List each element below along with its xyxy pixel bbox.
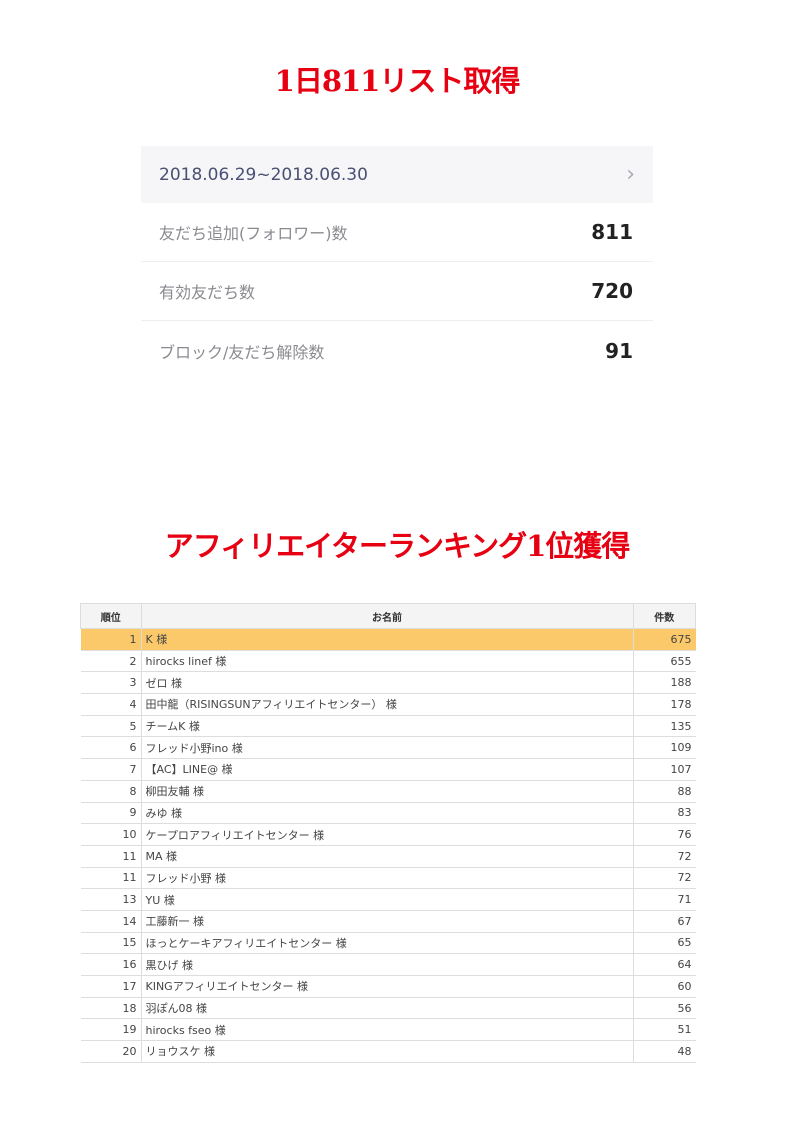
count-cell: 107 [632, 758, 696, 781]
table-row: 16 黒ひげ 様 64 [80, 953, 696, 976]
count-cell: 109 [632, 736, 696, 760]
rank-cell: 7 [80, 758, 141, 781]
table-row: 3 ゼロ 様 188 [80, 671, 696, 695]
date-range: 2018.06.29~2018.06.30 [159, 164, 368, 185]
table-row: 17 KINGアフィリエイトセンター 様 60 [80, 975, 696, 998]
rank-cell: 13 [80, 888, 141, 911]
name-cell: チームK 様 [140, 715, 633, 738]
name-cell: MA 様 [140, 845, 633, 868]
heading-list-acquired: 1日811リスト取得 [274, 64, 521, 98]
name-cell: 黒ひげ 様 [140, 953, 633, 976]
count-cell: 72 [632, 867, 696, 890]
rank-cell: 3 [80, 671, 141, 695]
name-cell: ゼロ 様 [140, 671, 633, 695]
table-row: 13 YU 様 71 [80, 888, 696, 911]
count-cell: 67 [632, 910, 696, 933]
rank-cell: 14 [80, 910, 141, 933]
stat-row: ブロック/友だち解除数 91 [141, 321, 653, 380]
name-cell: リョウスケ 様 [140, 1040, 633, 1063]
table-row: 7 【AC】LINE@ 様 107 [80, 758, 696, 781]
rank-cell: 20 [80, 1040, 141, 1063]
table-row: 15 ほっとケーキアフィリエイトセンター 様 65 [80, 932, 696, 955]
name-cell: 田中龍（RISINGSUNアフィリエイトセンター） 様 [140, 693, 633, 716]
stat-value: 811 [591, 220, 633, 244]
table-row: 8 柳田友輔 様 88 [80, 780, 696, 803]
count-cell: 178 [632, 693, 696, 716]
count-cell: 76 [632, 823, 696, 846]
name-cell: 【AC】LINE@ 様 [140, 758, 633, 781]
name-cell: 柳田友輔 様 [140, 780, 633, 803]
table-row: 6 フレッド小野ino 様 109 [80, 736, 696, 760]
rank-cell: 10 [80, 823, 141, 846]
stat-row: 友だち追加(フォロワー)数 811 [141, 203, 653, 262]
rank-cell: 8 [80, 780, 141, 803]
table-row: 11 フレッド小野 様 72 [80, 867, 696, 890]
chevron-right-icon: › [626, 162, 635, 187]
name-cell: 工藤新一 様 [140, 910, 633, 933]
rank-cell: 15 [80, 932, 141, 955]
count-cell: 60 [632, 975, 696, 998]
count-cell: 48 [632, 1040, 696, 1063]
heading-ranking: アフィリエイターランキング1位獲得 [164, 529, 631, 563]
stat-value: 720 [591, 279, 633, 303]
count-cell: 88 [632, 780, 696, 803]
name-cell: YU 様 [140, 888, 633, 911]
rank-cell: 1 [80, 628, 141, 651]
rank-cell: 6 [80, 736, 141, 760]
count-cell: 675 [632, 628, 696, 651]
rank-cell: 11 [80, 867, 141, 890]
table-row: 9 みゆ 様 83 [80, 802, 696, 825]
stat-label: 友だち追加(フォロワー)数 [159, 224, 348, 243]
count-cell: 51 [632, 1018, 696, 1042]
rank-cell: 9 [80, 802, 141, 825]
rank-cell: 18 [80, 997, 141, 1020]
table-row: 11 MA 様 72 [80, 845, 696, 868]
table-row: 4 田中龍（RISINGSUNアフィリエイトセンター） 様 178 [80, 693, 696, 716]
name-cell: ほっとケーキアフィリエイトセンター 様 [140, 932, 633, 955]
table-row: 5 チームK 様 135 [80, 715, 696, 738]
stat-value: 91 [605, 338, 633, 363]
stat-label: 有効友だち数 [159, 283, 256, 302]
name-cell: hirocks fseo 様 [140, 1018, 633, 1042]
stats-panel: 2018.06.29~2018.06.30 › 友だち追加(フォロワー)数 811… [141, 146, 653, 380]
count-cell: 135 [632, 715, 696, 738]
count-cell: 72 [632, 845, 696, 868]
count-cell: 56 [632, 997, 696, 1020]
rank-cell: 4 [80, 693, 141, 716]
count-cell: 188 [632, 671, 696, 695]
table-row: 18 羽ぽん08 様 56 [80, 997, 696, 1020]
count-cell: 64 [632, 953, 696, 976]
rank-cell: 2 [80, 650, 141, 673]
count-cell: 65 [632, 932, 696, 955]
date-range-selector[interactable]: 2018.06.29~2018.06.30 › [141, 146, 653, 203]
table-row: 14 工藤新一 様 67 [80, 910, 696, 933]
stat-row: 有効友だち数 720 [141, 262, 653, 321]
name-cell: フレッド小野 様 [140, 867, 633, 890]
name-cell: 羽ぽん08 様 [140, 997, 633, 1020]
table-row: 10 ケープロアフィリエイトセンター 様 76 [80, 823, 696, 846]
count-cell: 71 [632, 888, 696, 911]
name-cell: KINGアフィリエイトセンター 様 [140, 975, 633, 998]
table-row: 20 リョウスケ 様 48 [80, 1040, 696, 1063]
name-cell: K 様 [140, 628, 633, 651]
rank-cell: 19 [80, 1018, 141, 1042]
stat-label: ブロック/友だち解除数 [159, 342, 325, 362]
name-cell: フレッド小野ino 様 [140, 736, 633, 760]
rank-cell: 11 [80, 845, 141, 868]
header-name: お名前 [140, 603, 634, 629]
header-rank: 順位 [80, 603, 142, 629]
name-cell: ケープロアフィリエイトセンター 様 [140, 823, 633, 846]
rank-cell: 5 [80, 715, 141, 738]
name-cell: みゆ 様 [140, 802, 633, 825]
rank-cell: 17 [80, 975, 141, 998]
name-cell: hirocks linef 様 [140, 650, 633, 673]
count-cell: 83 [632, 802, 696, 825]
table-row: 2 hirocks linef 様 655 [80, 650, 696, 673]
count-cell: 655 [632, 650, 696, 673]
rank-cell: 16 [80, 953, 141, 976]
header-count: 件数 [632, 603, 696, 629]
table-row: 19 hirocks fseo 様 51 [80, 1018, 696, 1042]
